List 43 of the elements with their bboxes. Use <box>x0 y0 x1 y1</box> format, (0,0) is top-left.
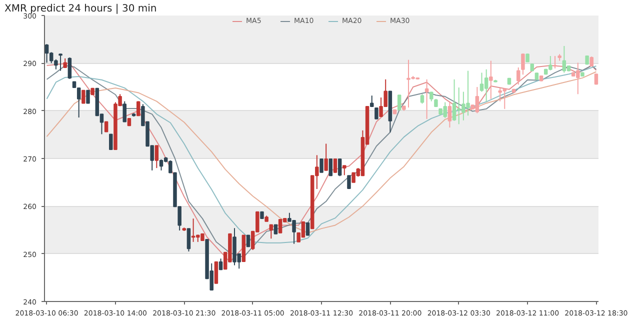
candlestick <box>136 100 140 116</box>
candlestick <box>109 134 113 150</box>
candlestick <box>521 53 525 76</box>
candlestick <box>430 91 434 102</box>
candlestick <box>489 60 493 100</box>
candlestick <box>562 46 566 74</box>
candlestick <box>370 95 374 108</box>
candlestick <box>397 94 402 110</box>
candlestick <box>448 102 452 128</box>
candlestick <box>516 66 520 86</box>
candlestick <box>104 121 108 132</box>
candlestick <box>342 165 346 176</box>
candlestick <box>218 258 223 270</box>
candlestick <box>68 56 72 80</box>
candlestick <box>333 158 338 174</box>
candlestick <box>420 94 424 104</box>
candlestick <box>338 158 342 177</box>
candlestick <box>306 222 310 236</box>
candlestick <box>246 234 250 248</box>
candlestick <box>347 175 351 190</box>
candlestick <box>44 44 49 64</box>
candlestick <box>214 261 218 284</box>
candlestick <box>82 90 86 104</box>
candlestick <box>480 72 484 92</box>
candlestick <box>154 145 159 169</box>
candlestick <box>63 58 67 68</box>
candlestick <box>484 68 488 102</box>
candlestick <box>374 107 378 120</box>
candlestick <box>274 224 278 234</box>
candlestick <box>328 158 333 176</box>
chart-title: XMR predict 24 hours | 30 min <box>4 4 157 14</box>
candlestick <box>553 56 557 69</box>
candlestick <box>58 53 62 72</box>
candlestick <box>186 228 191 252</box>
candlestick <box>122 100 126 122</box>
candlestick <box>278 219 282 234</box>
candlestick <box>269 224 274 240</box>
candlestick <box>159 158 164 171</box>
candlestick <box>320 158 324 173</box>
candlestick <box>86 90 90 104</box>
candlestick <box>424 78 429 120</box>
candlestick <box>452 78 456 122</box>
candlestick <box>324 143 328 171</box>
